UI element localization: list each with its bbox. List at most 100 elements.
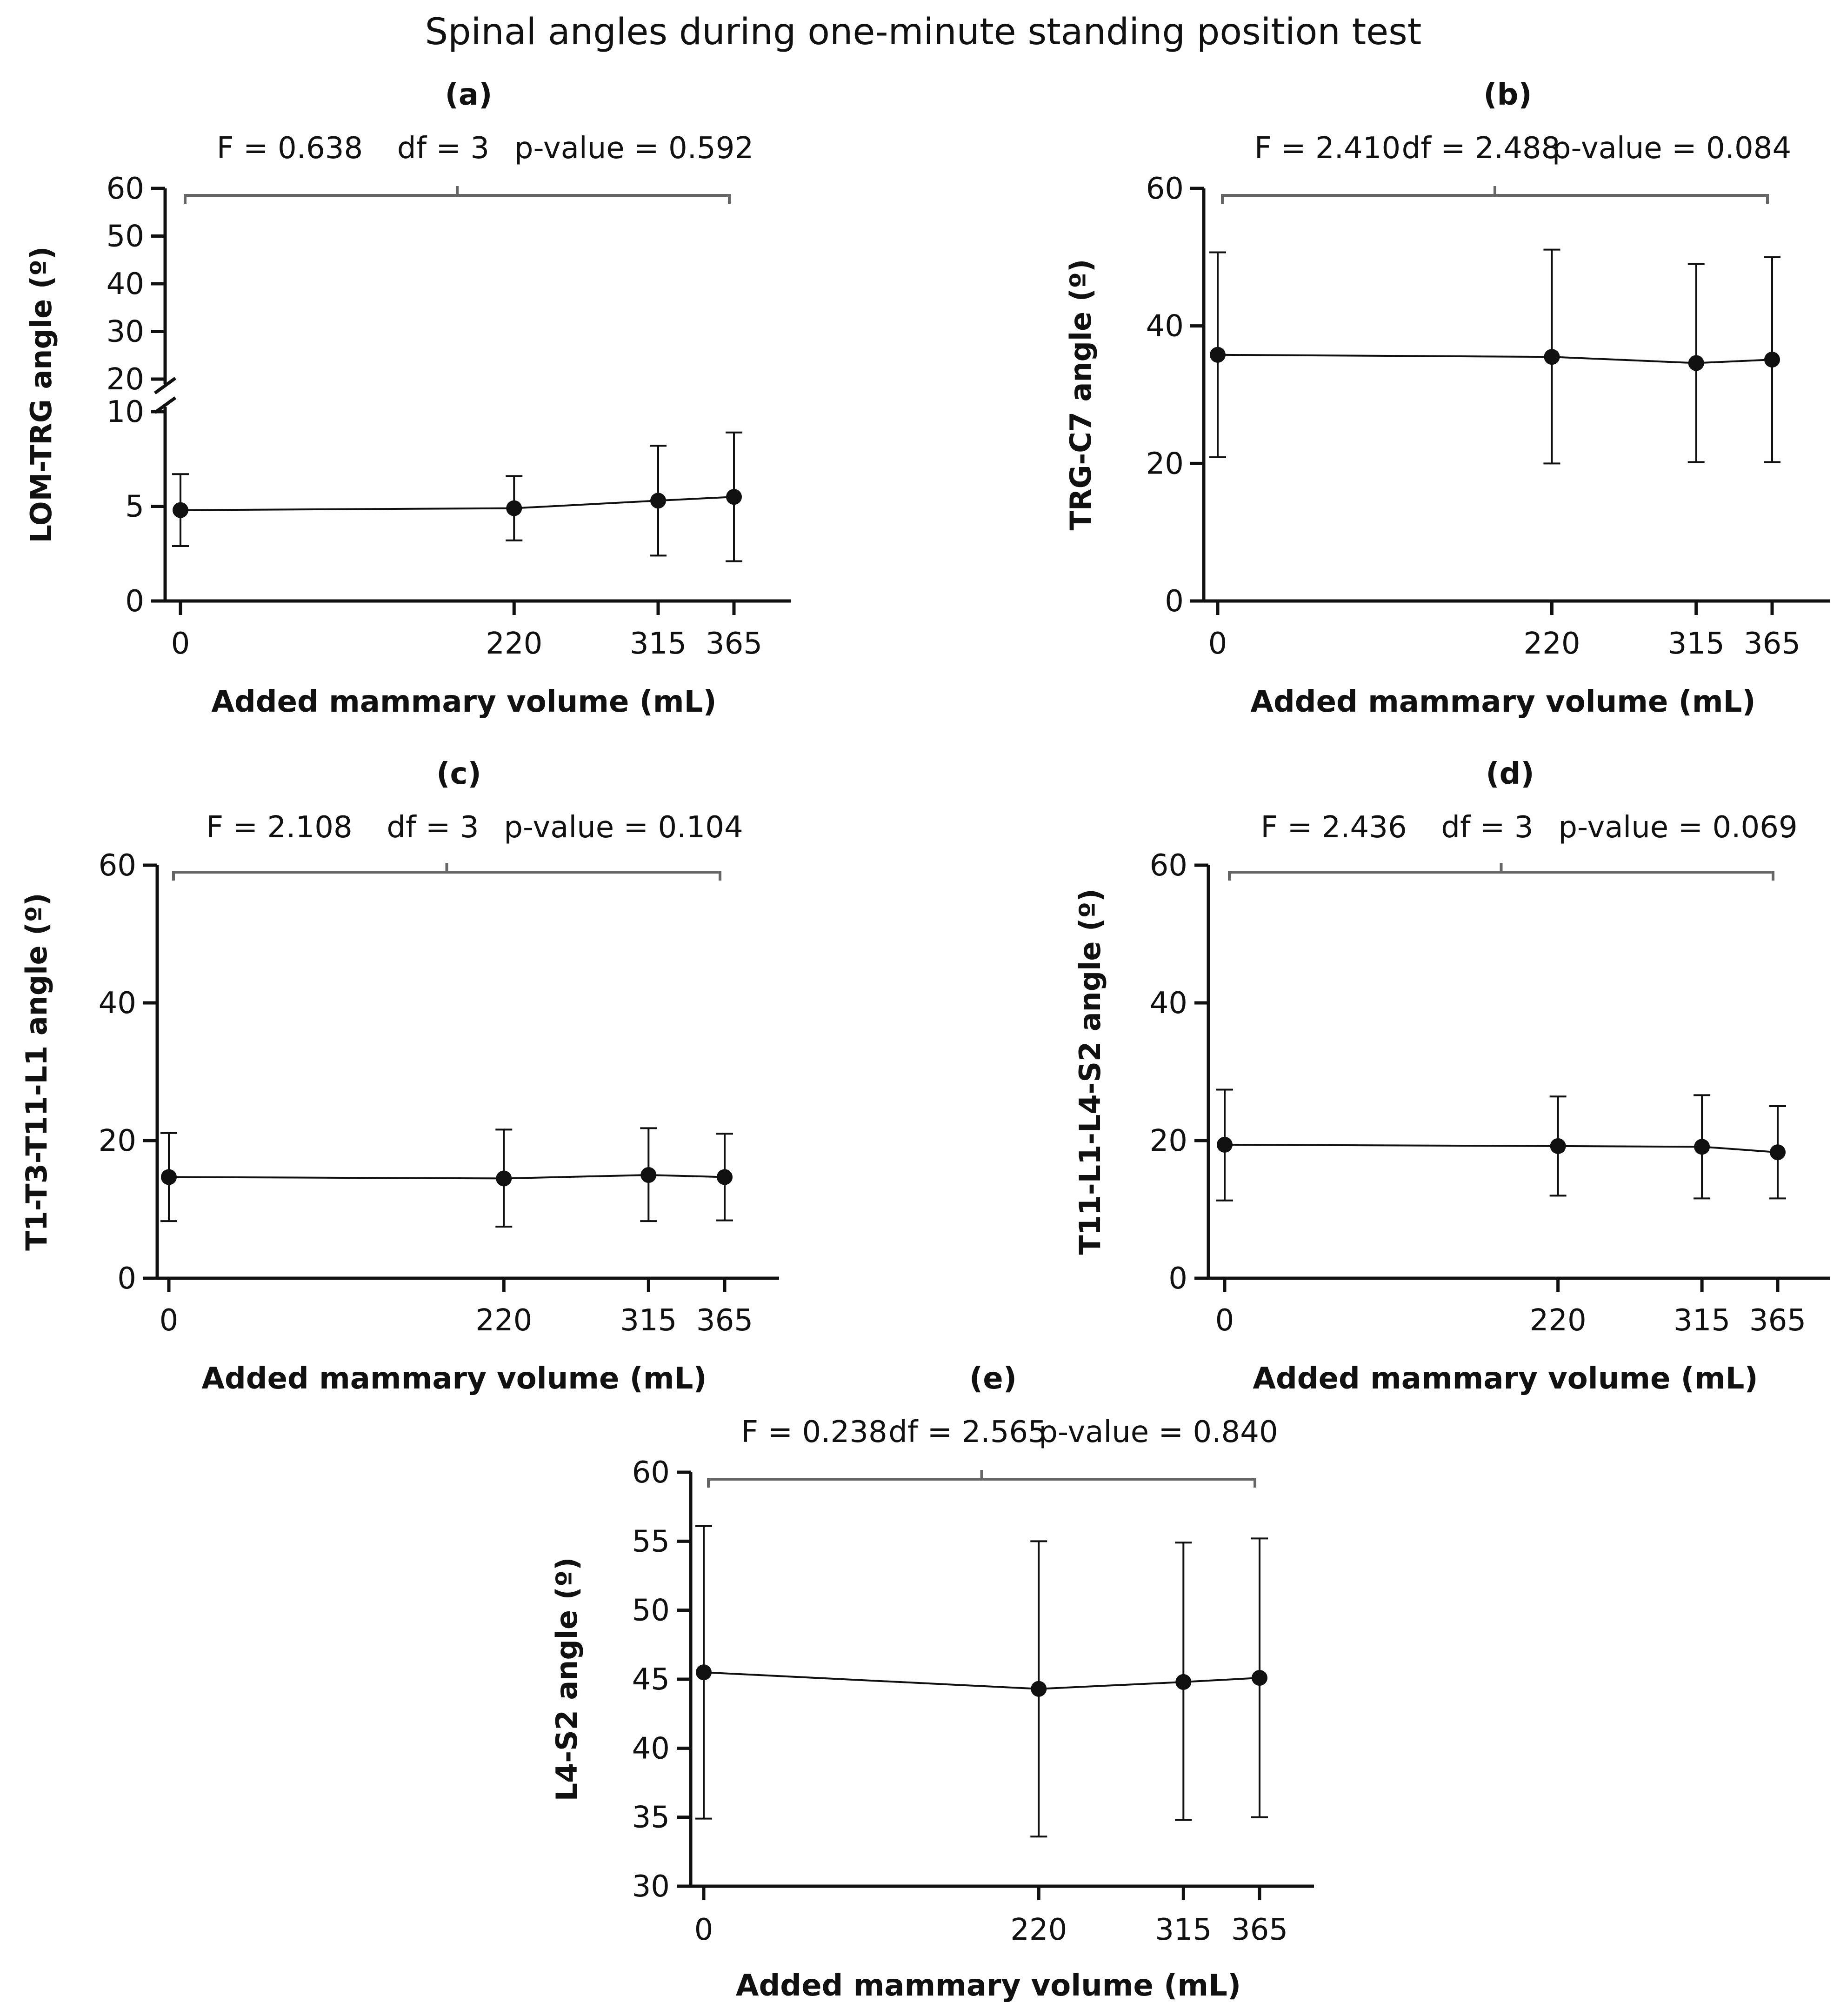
y-axis-label: L4-S2 angle (º) (550, 1557, 584, 1802)
y-axis-label: T1-T3-T11-L1 angle (º) (20, 893, 53, 1251)
data-point (1544, 349, 1560, 365)
series-line (168, 1174, 725, 1180)
y-tick-label: 40 (99, 986, 136, 1021)
y-tick-label: 30 (107, 315, 144, 349)
series-line (180, 496, 734, 511)
significance-bracket (1228, 863, 1774, 881)
panel-c: 0 20 40 60 0 220 315 365 Added mammary volume (m… (20, 757, 779, 1396)
stat-df-value: df = 3 (387, 810, 479, 845)
x-tick-label: 0 (1208, 627, 1227, 661)
x-tick-label: 315 (1674, 1303, 1730, 1338)
x-tick-label: 220 (486, 627, 542, 661)
x-tick-label: 365 (1231, 1913, 1288, 1947)
x-tick-label: 315 (1668, 627, 1725, 661)
stat-df-value: df = 2.565 (888, 1415, 1047, 1449)
x-tick-label: 0 (160, 1303, 179, 1338)
data-point (1764, 352, 1780, 368)
stat-f-value: F = 2.436 (1260, 810, 1407, 845)
x-tick-label: 0 (694, 1913, 713, 1947)
x-tick-label: 365 (1744, 627, 1800, 661)
y-tick-label: 60 (1150, 848, 1187, 883)
stat-f-value: F = 2.108 (206, 810, 352, 845)
series-line (1224, 1143, 1778, 1154)
data-point (496, 1170, 512, 1187)
significance-bracket (184, 186, 731, 204)
data-point (1770, 1144, 1786, 1161)
y-tick-label: 20 (1150, 1124, 1187, 1158)
data-point (726, 489, 742, 505)
data-point (1694, 1139, 1710, 1155)
y-tick-label: 50 (632, 1594, 670, 1628)
data-point (161, 1169, 177, 1185)
data-point (506, 500, 522, 516)
y-tick-label: 20 (1146, 447, 1184, 481)
x-tick-label: 220 (1523, 627, 1580, 661)
panel-e: 30 35 40 45 50 55 60 0 220 315 365 Added mammary vo… (550, 1362, 1314, 2003)
x-axis-label: Added mammary volume (mL) (1253, 1362, 1758, 1396)
y-tick-label: 45 (632, 1662, 670, 1697)
data-point (1252, 1670, 1267, 1686)
data-point (1175, 1674, 1192, 1690)
data-point (1217, 1136, 1233, 1153)
x-tick-label: 315 (620, 1303, 677, 1338)
panel-label: (c) (436, 757, 481, 791)
stat-p-value: p-value = 0.069 (1558, 810, 1797, 845)
y-tick-label: 0 (1168, 1262, 1187, 1296)
x-tick-label: 0 (171, 627, 190, 661)
y-tick-label: 10 (107, 395, 144, 429)
y-tick-label: 40 (1150, 986, 1187, 1021)
significance-bracket (1221, 186, 1769, 204)
data-point (696, 1664, 712, 1681)
y-tick-label: 0 (1165, 584, 1184, 619)
y-axis-label: LOM-TRG angle (º) (24, 247, 58, 543)
y-tick-label: 60 (99, 848, 136, 883)
y-tick-label: 55 (632, 1524, 670, 1559)
y-tick-label: 35 (632, 1801, 670, 1835)
data-point (1550, 1138, 1566, 1154)
figure-title: Spinal angles during one-minute standing… (425, 11, 1422, 53)
x-tick-label: 365 (706, 627, 762, 661)
y-tick-label: 60 (1146, 172, 1184, 206)
panel-label: (e) (969, 1362, 1017, 1396)
y-tick-label: 40 (107, 267, 144, 301)
y-tick-label: 20 (99, 1124, 136, 1158)
y-tick-label: 60 (632, 1455, 670, 1490)
data-point (1210, 347, 1226, 363)
y-tick-label: 60 (107, 172, 144, 206)
stat-df-value: df = 2.488 (1402, 131, 1560, 166)
y-tick-label: 0 (117, 1262, 136, 1296)
stat-f-value: F = 0.238 (741, 1415, 887, 1449)
series-line (703, 1671, 1260, 1690)
y-tick-label: 0 (125, 584, 144, 619)
data-point (640, 1167, 657, 1183)
y-tick-label: 5 (125, 490, 144, 524)
y-tick-label: 30 (632, 1869, 670, 1904)
stat-f-value: F = 2.410 (1254, 131, 1400, 166)
stat-df-value: df = 3 (1441, 810, 1533, 845)
y-tick-label: 20 (107, 362, 144, 397)
data-point (173, 502, 188, 518)
y-tick-label: 50 (107, 220, 144, 254)
x-tick-label: 365 (696, 1303, 753, 1338)
y-tick-label: 40 (1146, 309, 1184, 344)
x-axis-label: Added mammary volume (mL) (211, 685, 716, 719)
x-tick-label: 220 (475, 1303, 532, 1338)
data-point (1031, 1681, 1047, 1697)
panel-label: (d) (1486, 757, 1534, 791)
panel-b: 0 20 40 60 0 220 315 365 Added mammary volume (m… (1064, 78, 1830, 719)
stat-f-value: F = 0.638 (217, 131, 363, 166)
panel-label: (b) (1483, 78, 1532, 112)
data-point (650, 493, 666, 509)
axis-break-mark-upper (153, 377, 177, 394)
stat-p-value: p-value = 0.084 (1552, 131, 1791, 166)
panel-label: (a) (445, 78, 493, 112)
x-tick-label: 315 (630, 627, 687, 661)
data-point (717, 1169, 733, 1185)
data-point (1688, 355, 1704, 371)
y-axis-label: TRG-C7 angle (º) (1064, 259, 1098, 531)
x-axis-label: Added mammary volume (mL) (736, 1969, 1241, 2003)
significance-bracket (707, 1470, 1256, 1488)
stat-p-value: p-value = 0.104 (504, 810, 743, 845)
x-tick-label: 365 (1749, 1303, 1806, 1338)
